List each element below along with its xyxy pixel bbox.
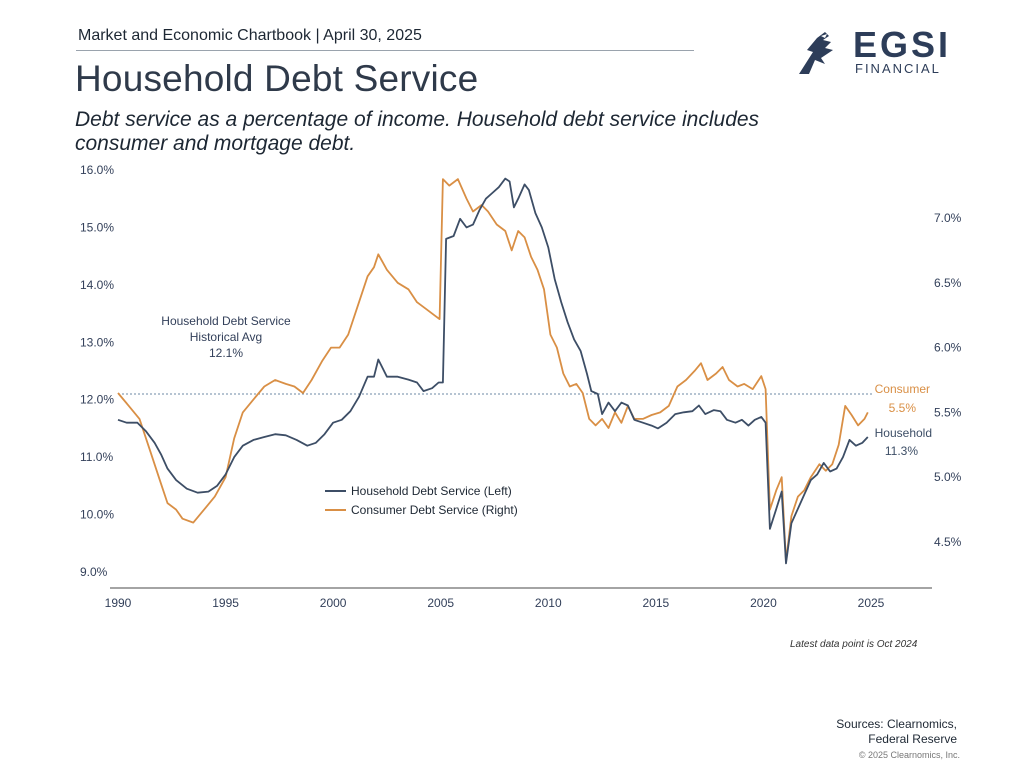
avg-label-line3: 12.1% — [209, 346, 243, 360]
page-title: Household Debt Service — [75, 58, 479, 99]
eagle-icon — [799, 32, 833, 74]
header-rule — [76, 22, 694, 51]
household-series-line — [117, 177, 869, 565]
right-tick-label: 6.5% — [934, 276, 962, 290]
x-tick-label: 2000 — [320, 596, 347, 610]
avg-label-line1: Household Debt Service — [161, 314, 291, 328]
egsi-logo: EGSI FINANCIAL — [795, 24, 955, 80]
sources: Sources: Clearnomics, Federal Reserve — [836, 717, 957, 747]
x-tick-label: 2020 — [750, 596, 777, 610]
left-tick-label: 9.0% — [80, 565, 108, 579]
logo-subtext: FINANCIAL — [855, 61, 941, 76]
household-end-label: Household — [875, 426, 932, 440]
legend-consumer-label: Consumer Debt Service (Right) — [351, 503, 518, 517]
consumer-series-line — [117, 178, 869, 563]
right-tick-label: 4.5% — [934, 535, 962, 549]
logo-wordmark: EGSI — [853, 24, 952, 65]
right-tick-label: 5.5% — [934, 405, 962, 419]
household-end-value: 11.3% — [885, 444, 918, 458]
right-tick-label: 5.0% — [934, 470, 962, 484]
x-tick-label: 2025 — [858, 596, 885, 610]
consumer-end-label: Consumer — [875, 382, 930, 396]
chartbook-header: Market and Economic Chartbook | April 30… — [78, 27, 422, 44]
x-tick-label: 1990 — [105, 596, 132, 610]
left-tick-label: 11.0% — [80, 450, 113, 464]
left-tick-label: 14.0% — [80, 278, 114, 292]
left-axis: 9.0% 10.0% 11.0% 12.0% 13.0% 14.0% 15.0% 16.0% — [80, 163, 114, 579]
copyright: © 2025 Clearnomics, Inc. — [858, 750, 960, 760]
left-tick-label: 12.0% — [80, 393, 114, 407]
left-tick-label: 15.0% — [80, 220, 114, 234]
right-tick-label: 7.0% — [934, 211, 962, 225]
x-tick-label: 1995 — [212, 596, 239, 610]
right-axis: 4.5% 5.0% 5.5% 6.0% 6.5% 7.0% — [934, 211, 962, 549]
avg-label-line2: Historical Avg — [190, 330, 262, 344]
left-tick-label: 16.0% — [80, 163, 114, 177]
sources-line1: Sources: Clearnomics, — [836, 717, 957, 731]
x-tick-label: 2010 — [535, 596, 562, 610]
sources-line2: Federal Reserve — [868, 732, 957, 746]
legend-household-label: Household Debt Service (Left) — [351, 484, 512, 498]
x-tick-label: 2015 — [643, 596, 670, 610]
x-tick-label: 2005 — [427, 596, 454, 610]
latest-data-note: Latest data point is Oct 2024 — [790, 639, 918, 650]
legend: Household Debt Service (Left) Consumer D… — [325, 484, 518, 517]
consumer-end-value: 5.5% — [889, 401, 917, 415]
page-subtitle: Debt service as a percentage of income. … — [75, 108, 760, 155]
left-tick-label: 13.0% — [80, 335, 114, 349]
left-tick-label: 10.0% — [80, 508, 114, 522]
x-axis: 1990 1995 2000 2005 2010 2015 2020 2025 — [105, 596, 885, 610]
right-tick-label: 6.0% — [934, 341, 962, 355]
